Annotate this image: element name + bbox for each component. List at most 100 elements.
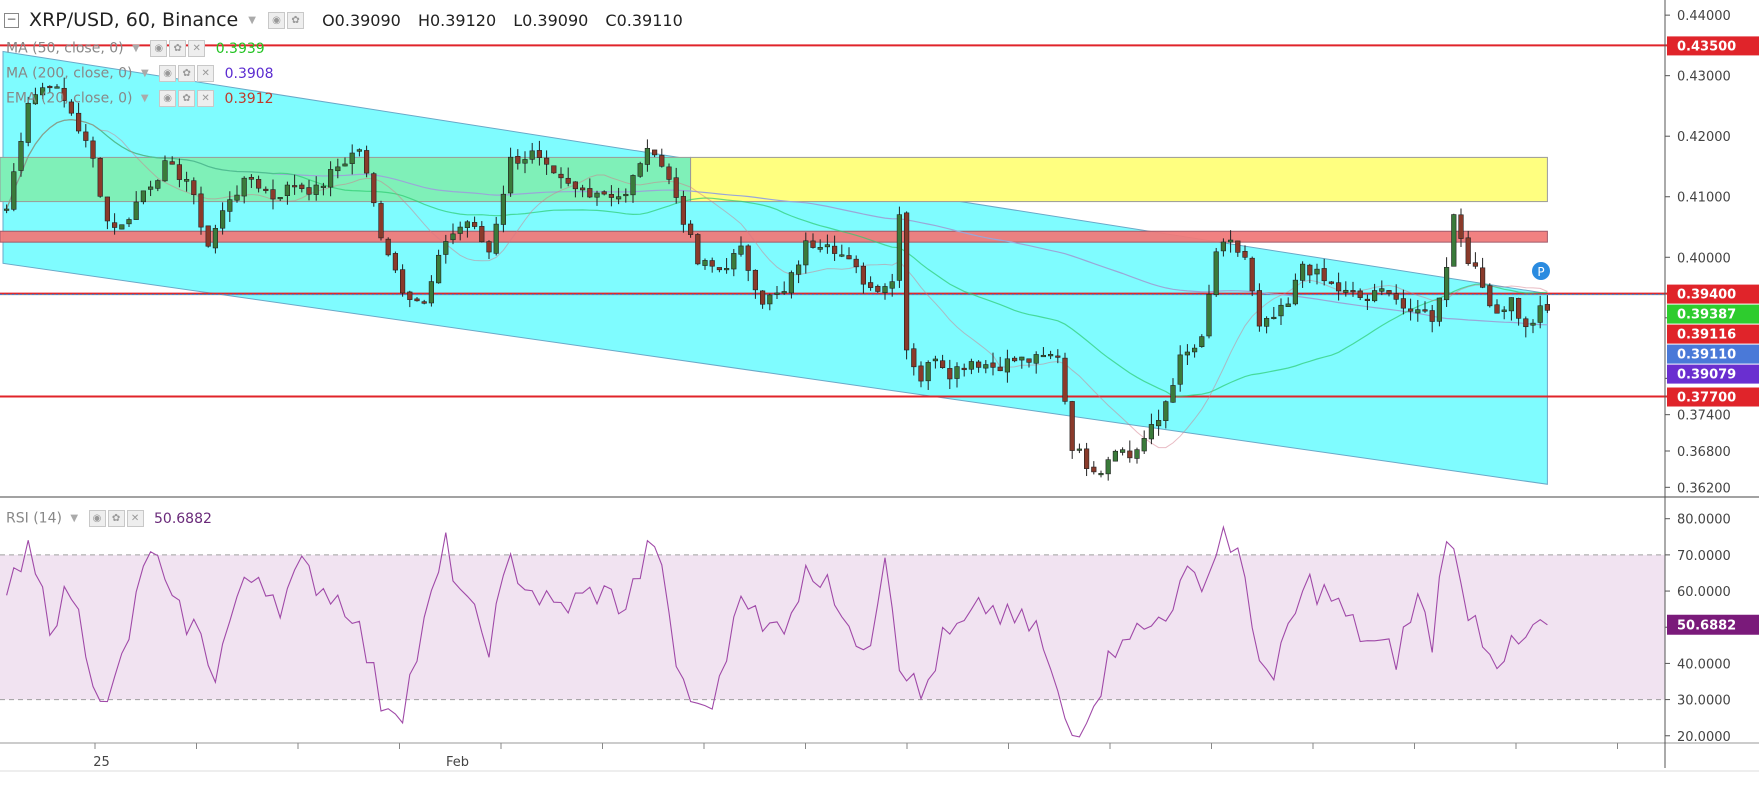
- candle[interactable]: [1256, 283, 1262, 332]
- candle[interactable]: [939, 354, 946, 369]
- candle[interactable]: [1069, 400, 1075, 459]
- candle[interactable]: [18, 132, 24, 177]
- candle[interactable]: [853, 255, 859, 274]
- candle[interactable]: [1314, 263, 1320, 285]
- candle[interactable]: [810, 233, 816, 249]
- candle[interactable]: [1011, 356, 1018, 363]
- price-pane[interactable]: P: [0, 44, 1673, 485]
- candle[interactable]: [637, 161, 643, 178]
- candle[interactable]: [1228, 230, 1234, 253]
- candle[interactable]: [875, 284, 881, 294]
- candle[interactable]: [1120, 447, 1126, 456]
- candle[interactable]: [1048, 350, 1054, 360]
- candle[interactable]: [76, 102, 82, 134]
- indicator-ma50[interactable]: MA (50, close, 0) ▼ ◉ ✿ ✕ 0.3939: [6, 40, 265, 57]
- candle[interactable]: [493, 216, 499, 256]
- candle[interactable]: [1508, 297, 1514, 321]
- candle[interactable]: [126, 217, 132, 228]
- candle[interactable]: [457, 221, 463, 241]
- close-icon[interactable]: ✕: [197, 65, 215, 82]
- candle[interactable]: [263, 186, 269, 194]
- candle[interactable]: [97, 157, 103, 198]
- candle[interactable]: [615, 187, 622, 205]
- candle[interactable]: [1494, 299, 1500, 314]
- candle[interactable]: [659, 148, 665, 168]
- candle[interactable]: [817, 239, 823, 253]
- candle[interactable]: [1429, 304, 1435, 333]
- candle[interactable]: [399, 264, 406, 297]
- candle[interactable]: [882, 283, 888, 300]
- candle[interactable]: [1156, 409, 1162, 436]
- candle[interactable]: [234, 185, 240, 203]
- candle[interactable]: [176, 158, 183, 188]
- candle[interactable]: [1458, 208, 1464, 247]
- candle[interactable]: [241, 176, 247, 204]
- candle[interactable]: [702, 258, 708, 270]
- candle[interactable]: [4, 204, 10, 214]
- candle[interactable]: [133, 191, 139, 220]
- candle[interactable]: [1076, 443, 1082, 454]
- candle[interactable]: [896, 206, 902, 288]
- close-icon[interactable]: ✕: [126, 510, 144, 527]
- candle[interactable]: [1307, 263, 1313, 284]
- candle[interactable]: [601, 190, 607, 196]
- candle[interactable]: [1379, 280, 1385, 296]
- candle[interactable]: [990, 352, 996, 376]
- candle[interactable]: [558, 167, 564, 189]
- candle[interactable]: [1501, 306, 1507, 320]
- candle[interactable]: [1336, 272, 1342, 301]
- candle[interactable]: [198, 186, 204, 235]
- candle[interactable]: [1127, 440, 1133, 463]
- candle[interactable]: [529, 142, 535, 164]
- candle[interactable]: [752, 269, 758, 299]
- gear-icon[interactable]: ✿: [178, 65, 196, 82]
- candle[interactable]: [515, 149, 521, 170]
- candle[interactable]: [1199, 334, 1205, 348]
- candle[interactable]: [1451, 213, 1457, 267]
- eye-icon[interactable]: ◉: [150, 40, 168, 57]
- candle[interactable]: [162, 155, 168, 182]
- gear-icon[interactable]: ✿: [169, 40, 187, 57]
- candle[interactable]: [1242, 245, 1248, 261]
- candle[interactable]: [1544, 295, 1550, 314]
- candle[interactable]: [349, 144, 355, 175]
- candle[interactable]: [1055, 349, 1061, 364]
- candle[interactable]: [1163, 400, 1169, 429]
- candle[interactable]: [968, 358, 974, 375]
- candle[interactable]: [1192, 344, 1198, 358]
- candle[interactable]: [191, 177, 197, 205]
- candle[interactable]: [1271, 306, 1277, 320]
- candle[interactable]: [320, 182, 327, 196]
- candle[interactable]: [1523, 316, 1529, 338]
- candle[interactable]: [335, 158, 341, 179]
- candle[interactable]: [39, 82, 46, 100]
- candle[interactable]: [536, 140, 542, 166]
- yellow-zone[interactable]: [690, 156, 1548, 203]
- candle[interactable]: [839, 244, 845, 258]
- candle[interactable]: [471, 216, 478, 230]
- candle[interactable]: [572, 181, 578, 198]
- candle[interactable]: [1285, 297, 1291, 307]
- candle[interactable]: [25, 96, 31, 147]
- candle[interactable]: [594, 190, 600, 206]
- candle[interactable]: [824, 234, 830, 254]
- candle[interactable]: [299, 182, 305, 193]
- close-icon[interactable]: ✕: [188, 40, 206, 57]
- candle[interactable]: [1487, 283, 1493, 308]
- gear-icon[interactable]: ✿: [178, 90, 196, 107]
- candle[interactable]: [1040, 347, 1046, 358]
- candle[interactable]: [788, 270, 794, 299]
- candle[interactable]: [119, 224, 125, 230]
- candle[interactable]: [803, 232, 809, 274]
- candle[interactable]: [313, 176, 319, 201]
- candle[interactable]: [47, 85, 53, 93]
- candle[interactable]: [1444, 257, 1450, 307]
- candle[interactable]: [738, 236, 744, 257]
- candle[interactable]: [889, 273, 895, 297]
- candle[interactable]: [1472, 252, 1478, 269]
- candle[interactable]: [112, 213, 118, 235]
- candle[interactable]: [673, 167, 679, 204]
- candle[interactable]: [104, 196, 110, 230]
- candle[interactable]: [1292, 273, 1298, 306]
- candle[interactable]: [220, 202, 226, 235]
